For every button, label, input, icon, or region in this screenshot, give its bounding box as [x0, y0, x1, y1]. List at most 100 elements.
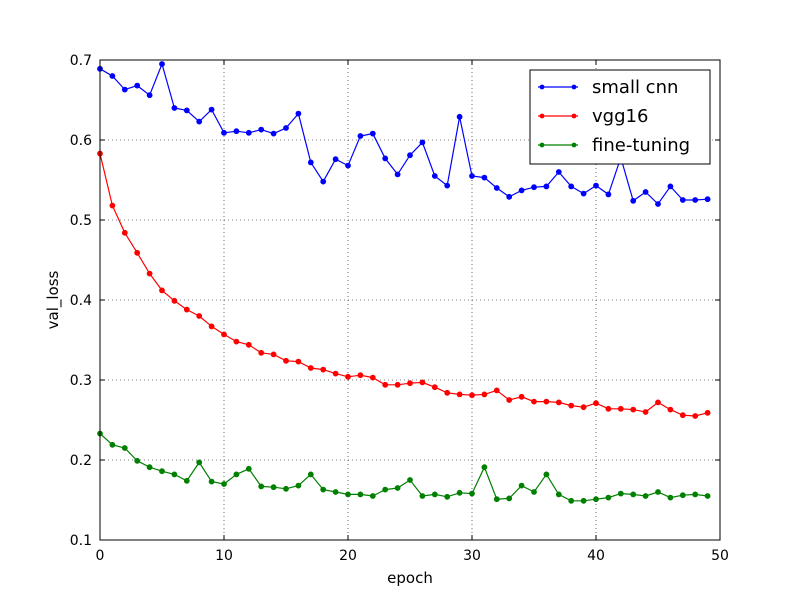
- data-point: [481, 464, 488, 471]
- data-point: [692, 413, 699, 419]
- data-point: [332, 370, 339, 377]
- data-point: [270, 484, 277, 491]
- data-point: [332, 156, 339, 163]
- data-point: [605, 494, 612, 501]
- data-point: [394, 381, 401, 388]
- data-point: [555, 491, 562, 498]
- legend-entry-vgg16: vgg16: [538, 106, 648, 127]
- data-point: [345, 491, 351, 498]
- data-point: [493, 496, 500, 503]
- data-point: [382, 155, 389, 162]
- data-point: [221, 331, 227, 338]
- data-point: [407, 380, 413, 387]
- data-point: [531, 398, 537, 405]
- data-point: [134, 82, 141, 89]
- data-point: [642, 493, 649, 499]
- data-point: [568, 497, 575, 504]
- data-point: [159, 468, 165, 475]
- data-point: [109, 202, 116, 209]
- x-tick-label: 10: [215, 548, 233, 564]
- data-point: [593, 400, 599, 407]
- data-point: [506, 397, 513, 403]
- data-point: [568, 402, 575, 409]
- data-point: [171, 471, 178, 478]
- data-point: [543, 183, 550, 190]
- data-point: [481, 174, 488, 181]
- data-point: [642, 409, 649, 415]
- data-point: [704, 196, 711, 203]
- data-point: [407, 477, 413, 483]
- y-tick-label: 0.4: [70, 293, 92, 309]
- data-point: [320, 486, 327, 493]
- data-point: [531, 489, 537, 495]
- data-point: [580, 404, 587, 411]
- data-point: [146, 270, 153, 277]
- data-point: [543, 471, 550, 478]
- data-point: [667, 183, 674, 190]
- data-point: [506, 193, 513, 200]
- series-vgg16: [97, 150, 711, 419]
- series-group: [97, 61, 711, 504]
- data-point: [580, 190, 587, 197]
- data-point: [146, 464, 153, 471]
- data-point: [159, 61, 165, 67]
- data-point: [121, 445, 128, 451]
- legend-label: fine-tuning: [592, 135, 690, 156]
- data-point: [419, 493, 426, 499]
- data-point: [469, 490, 475, 497]
- data-point: [469, 173, 475, 179]
- data-point: [518, 482, 525, 489]
- data-point: [245, 341, 252, 348]
- data-point: [283, 357, 289, 364]
- data-point: [382, 486, 389, 493]
- data-point: [655, 201, 661, 207]
- data-point: [258, 483, 265, 490]
- data-point: [431, 384, 438, 391]
- x-tick-label: 50: [711, 548, 729, 564]
- data-point: [617, 405, 624, 412]
- data-point: [369, 130, 376, 137]
- data-point: [332, 489, 339, 495]
- data-point: [295, 110, 302, 117]
- data-point: [307, 365, 314, 371]
- data-point: [345, 162, 351, 169]
- x-tick-label: 40: [587, 548, 605, 564]
- data-point: [419, 139, 426, 146]
- data-point: [146, 92, 153, 99]
- data-point: [704, 493, 711, 499]
- data-point: [208, 106, 215, 113]
- data-point: [568, 183, 575, 190]
- legend-entry-small-cnn: small cnn: [538, 77, 678, 98]
- data-point: [444, 389, 451, 396]
- legend: small cnn vgg16 fine-tuning: [529, 69, 711, 165]
- x-tick-label: 20: [339, 548, 357, 564]
- data-point: [295, 358, 302, 365]
- data-point: [593, 496, 599, 503]
- data-point: [171, 297, 178, 304]
- data-point: [109, 73, 116, 79]
- data-point: [121, 229, 128, 236]
- data-point: [679, 492, 686, 499]
- data-point: [233, 128, 240, 135]
- data-point: [580, 497, 587, 504]
- data-point: [196, 313, 203, 319]
- legend-label: vgg16: [592, 106, 648, 127]
- data-point: [456, 113, 463, 120]
- data-point: [221, 129, 227, 136]
- data-point: [679, 412, 686, 419]
- legend-entry-fine-tuning: fine-tuning: [538, 135, 690, 156]
- data-point: [394, 485, 401, 491]
- data-point: [431, 491, 438, 498]
- data-point: [543, 398, 550, 405]
- data-point: [605, 405, 612, 412]
- data-point: [233, 471, 240, 478]
- data-point: [630, 491, 637, 498]
- data-point: [493, 387, 500, 394]
- series-fine-tuning: [97, 430, 711, 504]
- data-point: [320, 178, 327, 185]
- data-point: [245, 129, 252, 136]
- data-point: [196, 118, 203, 125]
- data-point: [481, 391, 488, 398]
- data-point: [357, 372, 364, 379]
